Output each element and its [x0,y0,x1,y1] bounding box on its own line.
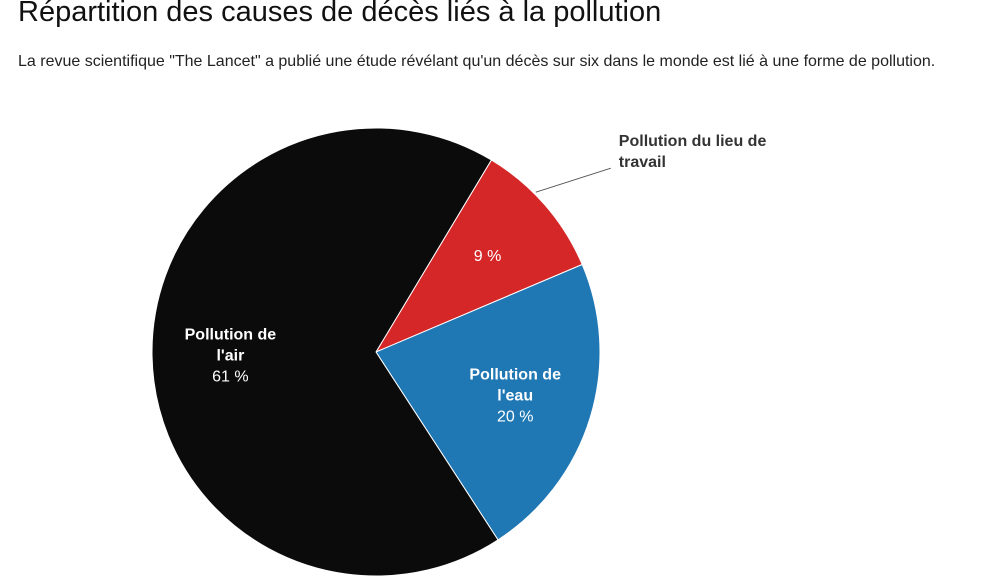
page-title: Répartition des causes de décès liés à l… [18,0,662,28]
page-subtitle: La revue scientifique "The Lancet" a pub… [18,53,936,70]
slice-label-pollution-de-l-air-line-2: l'air [216,348,244,365]
slice-value-pollution-de-l-air: 61 % [212,369,248,386]
slice-label-pollution-de-l-eau-line-2: l'eau [497,388,533,405]
slice-value-pollution-de-l-eau: 20 % [497,409,533,426]
pie-slice-pollution-de-l-eau [375,263,601,541]
connector-line-pollution-du-lieu-de-travail [535,167,611,193]
slice-label-pollution-de-l-air-line-1: Pollution de [185,327,277,344]
slice-label-pollution-du-lieu-de-travail-line-2: travail [619,154,666,171]
slice-label-pollution-de-l-eau-line-1: Pollution de [469,367,561,384]
pie-slice-pollution-du-lieu-de-travail [374,159,583,354]
slice-label-pollution-du-lieu-de-travail-line-1: Pollution du lieu de [619,133,767,150]
slice-value-pollution-du-lieu-de-travail: 9 % [474,248,502,265]
pie-slices [151,127,601,576]
pie-labels: 9 % Pollution du lieu de travail Pollution … [185,133,767,425]
